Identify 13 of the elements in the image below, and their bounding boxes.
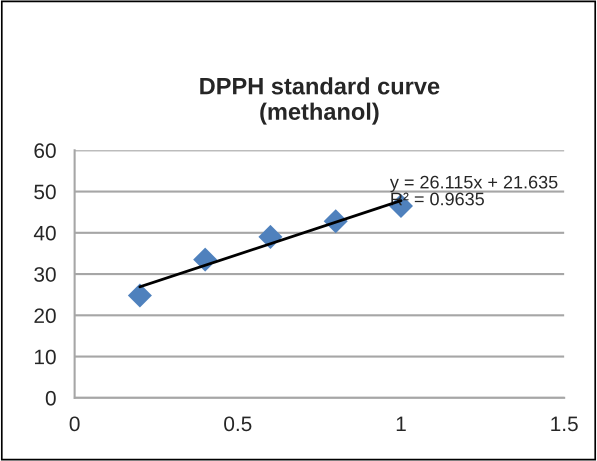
- y-tick-label: 10: [34, 350, 56, 364]
- chart-title: DPPH standard curve (methanol): [200, 77, 440, 125]
- y-tick-label: 40: [34, 226, 56, 241]
- y-tick-label: 0: [46, 390, 56, 406]
- x-tick-label: 1: [396, 416, 406, 431]
- x-tick-label: 0: [70, 416, 80, 432]
- point: [128, 283, 152, 308]
- y-tick-label: 60: [34, 143, 56, 158]
- x-tick-label: 1.5: [551, 416, 578, 432]
- y-tick-label: 30: [34, 267, 56, 282]
- y-tick-label: 50: [34, 184, 56, 200]
- y-tick-label: 20: [34, 308, 56, 324]
- x-tick-label: 0.5: [224, 416, 252, 432]
